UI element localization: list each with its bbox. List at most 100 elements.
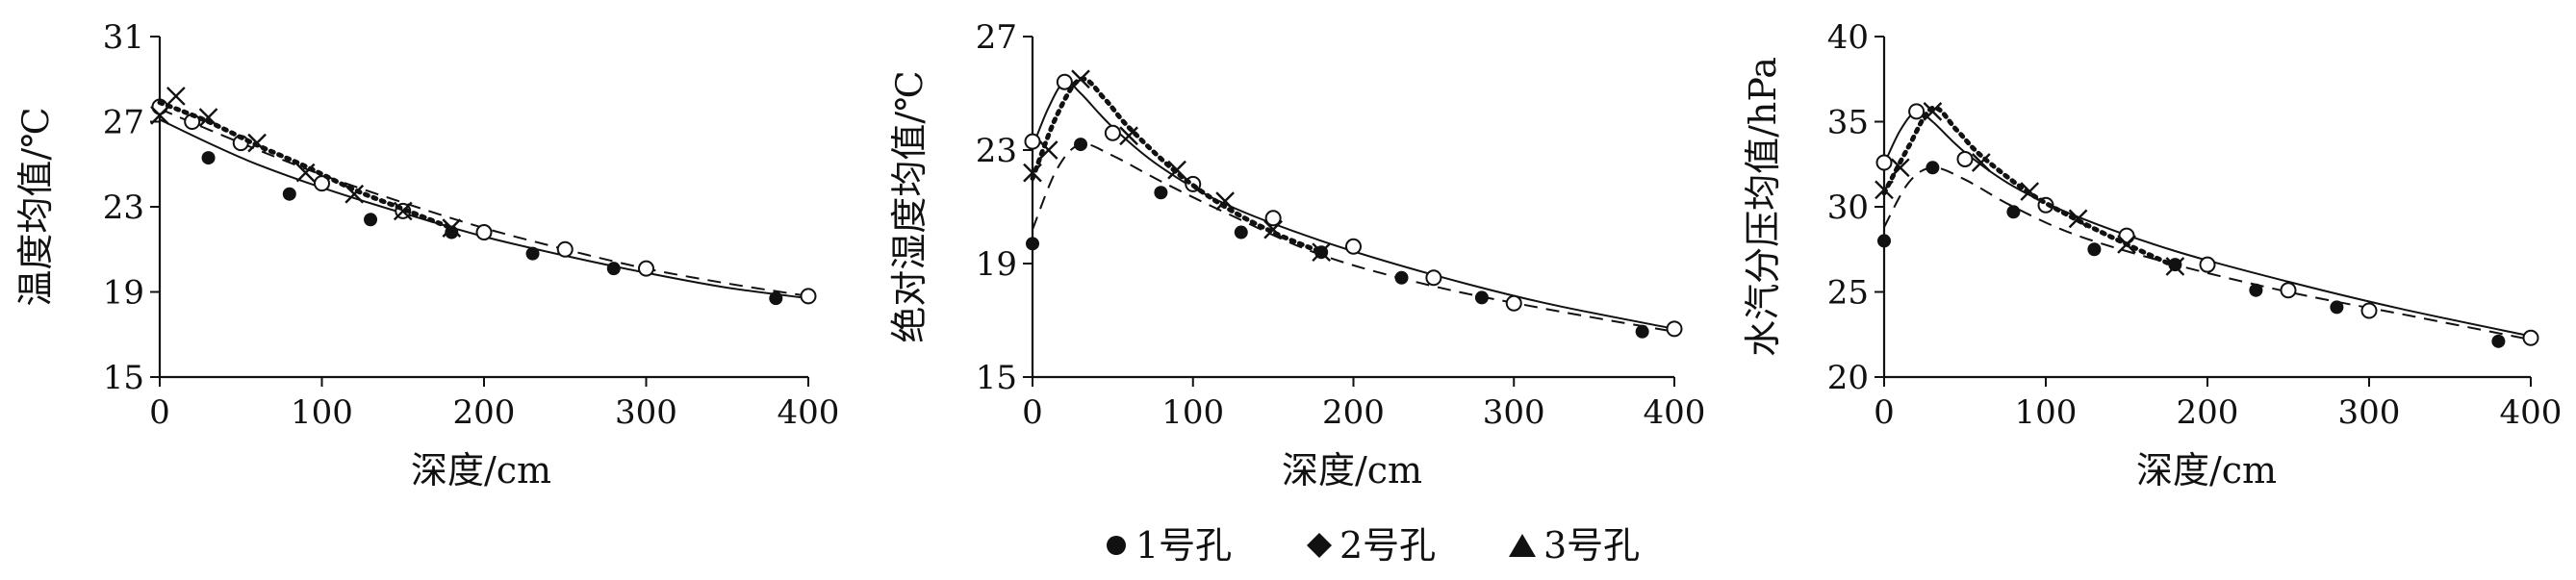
data-point xyxy=(1345,238,1362,255)
data-point xyxy=(638,260,654,277)
series-3 xyxy=(1023,69,1331,263)
series-line-1 xyxy=(1032,142,1675,333)
data-point xyxy=(1956,150,1974,167)
data-point xyxy=(2330,300,2344,315)
data-point xyxy=(475,224,493,241)
data-point xyxy=(314,175,330,192)
series-line-3 xyxy=(157,100,454,231)
data-point xyxy=(166,87,186,106)
data-point xyxy=(1024,133,1041,150)
series-3 xyxy=(1875,102,2185,276)
data-point xyxy=(2199,256,2216,273)
data-point xyxy=(1023,163,1042,183)
legend-marker-circle xyxy=(1107,536,1126,555)
data-point xyxy=(1215,191,1235,211)
data-point xyxy=(1425,269,1442,287)
y-tick-label: 30 xyxy=(1827,189,1869,227)
legend-item-hole-3: 3号孔 xyxy=(1509,524,1640,567)
x-tick-label: 300 xyxy=(2338,393,2401,432)
x-tick-label: 200 xyxy=(1322,393,1385,432)
data-point xyxy=(1908,103,1926,120)
y-tick-label: 27 xyxy=(103,104,144,142)
y-tick-label: 23 xyxy=(976,132,1017,170)
data-point xyxy=(282,187,296,201)
data-point xyxy=(1635,324,1649,339)
y-tick-label: 35 xyxy=(1827,104,1869,142)
data-point xyxy=(1971,153,1991,172)
data-point xyxy=(344,184,365,204)
x-axis-title: 深度/cm xyxy=(1282,449,1422,492)
y-tick-label: 23 xyxy=(103,189,144,227)
series-line-3 xyxy=(1881,105,2178,269)
data-point xyxy=(1071,69,1090,89)
data-point xyxy=(1877,234,1891,248)
data-point xyxy=(1234,225,1248,240)
data-point xyxy=(606,262,621,276)
x-tick-label: 0 xyxy=(149,393,170,432)
x-tick-label: 400 xyxy=(1644,393,1706,432)
data-point xyxy=(247,133,267,153)
y-tick-label: 40 xyxy=(1827,18,1869,57)
y-tick-label: 31 xyxy=(103,18,144,57)
data-point xyxy=(1154,186,1168,200)
data-point xyxy=(2522,329,2539,346)
x-tick-label: 200 xyxy=(453,393,516,432)
data-point xyxy=(2068,209,2088,229)
x-tick-label: 400 xyxy=(778,393,840,432)
data-point xyxy=(1074,138,1088,152)
x-tick-label: 100 xyxy=(291,393,353,432)
data-point xyxy=(1875,154,1893,171)
data-point xyxy=(556,240,574,258)
y-axis-title: 温度均值/℃ xyxy=(14,107,57,306)
series-line-1 xyxy=(159,118,809,300)
data-point xyxy=(150,106,169,125)
y-axis-title: 绝对湿度均值/℃ xyxy=(888,70,931,342)
data-point xyxy=(393,201,413,221)
series-2 xyxy=(1875,103,2539,346)
x-tick-label: 400 xyxy=(2500,393,2563,432)
data-point xyxy=(295,163,316,183)
series-line-2 xyxy=(159,108,809,297)
data-point xyxy=(1119,126,1138,146)
y-tick-label: 20 xyxy=(1827,359,1869,397)
y-tick-label: 15 xyxy=(976,359,1017,397)
data-point xyxy=(364,213,378,227)
y-axis-title: 水汽分压均值/hPa xyxy=(1742,57,1784,357)
data-point xyxy=(2491,334,2506,348)
legend-marker-diamond xyxy=(1307,533,1332,558)
data-point xyxy=(442,218,462,238)
y-tick-label: 15 xyxy=(103,359,144,397)
series-line-2 xyxy=(1032,80,1675,330)
data-point xyxy=(769,291,783,306)
x-tick-label: 200 xyxy=(2177,393,2239,432)
legend-label-hole-1: 1号孔 xyxy=(1135,524,1232,567)
data-point xyxy=(1056,73,1073,90)
data-point xyxy=(2020,182,2040,201)
data-point xyxy=(2249,283,2263,297)
legend-label-hole-2: 2号孔 xyxy=(1339,524,1436,567)
data-point xyxy=(1923,102,1943,121)
data-point xyxy=(2117,235,2136,254)
legend-item-hole-2: 2号孔 xyxy=(1307,524,1436,567)
data-point xyxy=(201,151,216,165)
series-1 xyxy=(153,100,809,306)
series-line-3 xyxy=(1030,76,1324,255)
series-3 xyxy=(150,87,462,238)
data-point xyxy=(1890,158,1910,178)
data-point xyxy=(2165,257,2185,276)
data-point xyxy=(2280,282,2297,299)
legend-label-hole-3: 3号孔 xyxy=(1543,524,1640,567)
data-point xyxy=(1875,180,1894,200)
series-1 xyxy=(1026,138,1675,339)
x-tick-label: 300 xyxy=(1483,393,1545,432)
legend: 1号孔 2号孔 3号孔 xyxy=(1107,524,1640,567)
data-point xyxy=(1104,124,1121,141)
series-2 xyxy=(1024,73,1683,338)
data-point xyxy=(1312,242,1331,263)
data-point xyxy=(1263,219,1283,240)
data-point xyxy=(2360,302,2378,319)
chart-panel-absolute-humidity: 15 19 23 27 0 100 200 300 400 深度/cm 绝对湿度均值/℃ xyxy=(888,18,1705,492)
series-line-1 xyxy=(1883,166,2532,341)
